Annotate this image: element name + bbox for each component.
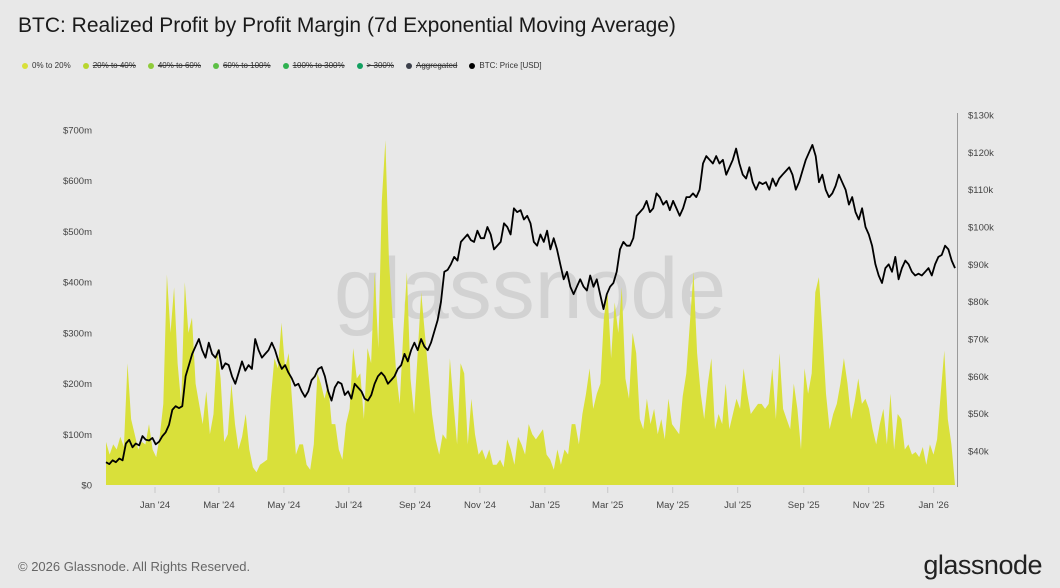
legend-dot-icon: [282, 62, 289, 69]
x-tick-label: Jan '26: [919, 500, 949, 511]
x-tick-label: Sep '25: [788, 500, 820, 511]
x-tick-label: Sep '24: [399, 500, 431, 511]
y-left-tick-label: $400m: [63, 278, 92, 289]
legend-dot-icon: [212, 62, 219, 69]
x-tick-label: Nov '25: [853, 500, 885, 511]
legend-label: 20% to 40%: [92, 61, 136, 70]
x-tick-label: May '25: [656, 500, 689, 511]
x-tick-label: May '24: [267, 500, 300, 511]
y-left-tick-label: $300m: [63, 328, 92, 339]
legend-label: > 300%: [366, 61, 394, 70]
legend-item[interactable]: 40% to 60%: [147, 61, 201, 70]
legend-dot-icon: [356, 62, 363, 69]
legend-dot-icon: [22, 62, 28, 69]
y-right-tick-label: $50k: [968, 409, 989, 420]
x-tick-label: Jul '24: [335, 500, 362, 511]
x-tick-label: Mar '25: [592, 500, 623, 511]
legend-item[interactable]: > 300%: [356, 61, 394, 70]
price-line: [105, 144, 956, 465]
legend-dot-icon: [147, 62, 154, 69]
legend-dot-icon: [469, 62, 476, 69]
x-tick-label: Jan '24: [140, 500, 170, 511]
y-right-tick-label: $80k: [968, 297, 989, 308]
legend-dot-icon: [405, 62, 412, 69]
x-tick-label: Mar '24: [203, 500, 234, 511]
y-left-tick-label: $700m: [63, 126, 92, 137]
glassnode-logo[interactable]: glassnode: [923, 550, 1042, 580]
legend-item[interactable]: 60% to 100%: [212, 61, 271, 70]
y-left-tick-label: $100m: [63, 430, 92, 441]
y-right-tick-label: $90k: [968, 260, 989, 271]
legend-dot-icon: [82, 62, 89, 69]
y-right-tick-label: $130k: [968, 111, 994, 122]
legend: 0% to 20% 20% to 40% 40% to 60% 60% to 100%…: [22, 61, 554, 70]
legend-label: 0% to 20%: [32, 61, 71, 70]
y-left-tick-label: $600m: [63, 176, 92, 187]
legend-item[interactable]: 0% to 20%: [22, 61, 71, 70]
legend-label: 100% to 300%: [292, 61, 345, 70]
y-left-tick-label: $0: [81, 481, 92, 492]
legend-label: BTC: Price [USD]: [479, 61, 542, 70]
legend-label: Aggregated: [415, 61, 458, 70]
legend-item[interactable]: Aggregated: [405, 61, 458, 70]
chart-title: BTC: Realized Profit by Profit Margin (7…: [18, 14, 676, 37]
x-tick-label: Nov '24: [464, 500, 496, 511]
series-area-0: [106, 140, 955, 485]
y-left-tick-label: $500m: [63, 227, 92, 238]
x-tick-label: Jan '25: [530, 500, 560, 511]
y-right-tick-label: $60k: [968, 372, 989, 383]
legend-label: 40% to 60%: [157, 61, 201, 70]
watermark-text: glassnode: [334, 241, 726, 337]
copyright-text: © 2026 Glassnode. All Rights Reserved.: [18, 559, 251, 574]
legend-item[interactable]: 20% to 40%: [82, 61, 136, 70]
y-right-tick-label: $100k: [968, 223, 994, 234]
y-right-tick-label: $120k: [968, 148, 994, 159]
y-left-tick-label: $200m: [63, 379, 92, 390]
legend-item[interactable]: 100% to 300%: [282, 61, 345, 70]
y-right-tick-label: $40k: [968, 447, 989, 458]
y-right-tick-label: $70k: [968, 335, 989, 346]
x-tick-label: Jul '25: [724, 500, 751, 511]
legend-item[interactable]: BTC: Price [USD]: [469, 61, 542, 70]
y-right-tick-label: $110k: [968, 185, 993, 196]
legend-label: 60% to 100%: [222, 61, 271, 70]
